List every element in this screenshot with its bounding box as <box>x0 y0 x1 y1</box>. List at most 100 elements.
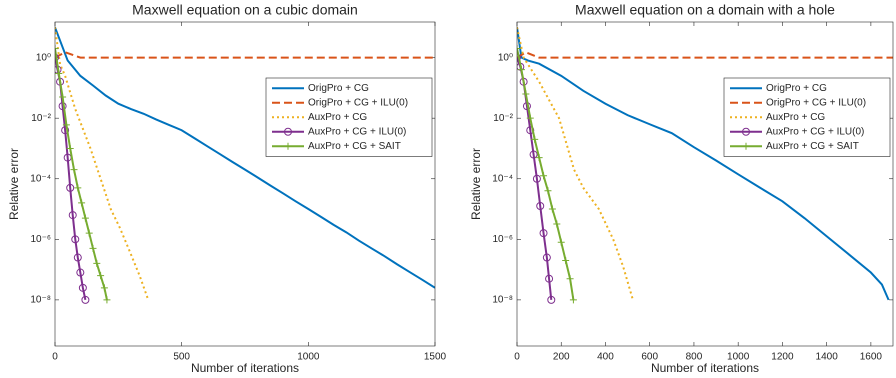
series-line <box>517 27 634 301</box>
series-line <box>517 48 575 301</box>
legend: OrigPro + CG OrigPro + CG + ILU(0) AuxPro … <box>265 77 433 157</box>
y-tick-label: 10⁻² <box>493 113 513 124</box>
marker <box>545 274 554 283</box>
chart-title: Maxwell equation on a cubic domain <box>132 2 358 18</box>
marker <box>73 253 82 262</box>
plot-area <box>517 22 893 346</box>
x-tick-label: 800 <box>686 352 703 363</box>
legend-label: AuxPro + CG <box>766 112 825 123</box>
x-tick-label: 0 <box>52 352 58 363</box>
axes-box <box>54 21 436 347</box>
y-tick-label: 10⁻² <box>31 113 51 124</box>
x-tick-label: 400 <box>597 352 614 363</box>
marker <box>55 69 63 77</box>
marker <box>532 174 541 183</box>
marker <box>100 284 108 292</box>
series-line <box>55 51 435 59</box>
legend-label: AuxPro + CG + ILU(0) <box>308 126 406 137</box>
y-tick-label: 10⁻⁴ <box>492 173 513 184</box>
x-tick-label: 1600 <box>860 352 883 363</box>
series-line <box>55 26 435 289</box>
y-tick-label: 10⁰ <box>36 52 51 63</box>
marker <box>526 114 534 122</box>
legend-marker <box>742 142 750 150</box>
x-tick-label: 1400 <box>816 352 839 363</box>
marker <box>544 187 552 195</box>
x-axis-label: Number of iterations <box>191 361 299 375</box>
series-line <box>517 51 893 59</box>
x-tick-label: 200 <box>553 352 570 363</box>
marker <box>97 272 105 280</box>
legend-marker <box>284 142 292 150</box>
marker <box>548 205 556 213</box>
y-tick-label: 10⁰ <box>498 52 513 63</box>
marker <box>66 183 75 192</box>
y-tick-label: 10⁻⁴ <box>30 173 51 184</box>
marker <box>529 150 538 159</box>
legend-label: OrigPro + CG + ILU(0) <box>308 97 408 108</box>
marker <box>103 296 111 304</box>
marker <box>557 238 565 246</box>
marker <box>71 235 80 244</box>
marker <box>89 244 97 252</box>
marker <box>85 229 93 237</box>
plot-area <box>55 22 435 346</box>
y-axis-label: Relative error <box>7 148 21 220</box>
marker <box>78 283 87 292</box>
marker <box>517 53 521 62</box>
marker <box>547 295 556 304</box>
marker <box>542 253 551 262</box>
legend-marker <box>742 127 750 136</box>
x-tick-label: 0 <box>514 352 520 363</box>
legend-label: AuxPro + CG + SAIT <box>766 141 859 152</box>
x-tick-label: 1000 <box>297 352 320 363</box>
legend-label: OrigPro + CG + ILU(0) <box>766 97 866 108</box>
marker <box>517 66 525 74</box>
series-line <box>517 27 890 301</box>
legend-marker <box>284 127 292 136</box>
chart-title: Maxwell equation on a domain with a hole <box>575 2 835 18</box>
marker <box>522 90 530 98</box>
series-line <box>55 27 150 301</box>
marker <box>531 135 539 143</box>
x-tick-label: 1500 <box>424 352 447 363</box>
legend-label: AuxPro + CG + SAIT <box>308 141 401 152</box>
marker <box>517 44 521 52</box>
y-tick-label: 10⁻⁸ <box>30 295 51 306</box>
marker <box>81 295 90 304</box>
marker <box>535 154 543 162</box>
marker <box>62 121 70 129</box>
x-tick-label: 600 <box>641 352 658 363</box>
legend-label: AuxPro + CG <box>308 112 367 123</box>
x-tick-label: 1200 <box>771 352 794 363</box>
x-tick-label: 500 <box>173 352 190 363</box>
x-axis-label: Number of iterations <box>651 361 759 375</box>
marker <box>536 201 545 210</box>
marker <box>55 53 59 62</box>
marker <box>562 256 570 264</box>
legend: OrigPro + CG OrigPro + CG + ILU(0) AuxPro … <box>723 77 891 157</box>
marker <box>569 296 577 304</box>
marker <box>59 93 67 101</box>
x-tick-label: 1000 <box>727 352 750 363</box>
plot-lines <box>55 26 435 304</box>
y-tick-label: 10⁻⁸ <box>492 295 513 306</box>
marker <box>74 184 82 192</box>
plot-lines <box>517 27 893 304</box>
marker <box>78 199 86 207</box>
marker <box>70 166 78 174</box>
y-axis-label: Relative error <box>469 148 483 220</box>
marker <box>566 275 574 283</box>
legend-label: OrigPro + CG <box>766 83 827 94</box>
legend-label: AuxPro + CG + ILU(0) <box>766 126 864 137</box>
marker <box>93 259 101 267</box>
y-tick-label: 10⁻⁶ <box>30 234 51 245</box>
legend-label: OrigPro + CG <box>308 83 369 94</box>
y-tick-label: 10⁻⁶ <box>492 234 513 245</box>
marker <box>540 172 548 180</box>
marker <box>553 220 561 228</box>
axes-box <box>516 21 894 347</box>
marker <box>68 211 77 220</box>
marker <box>66 144 74 152</box>
